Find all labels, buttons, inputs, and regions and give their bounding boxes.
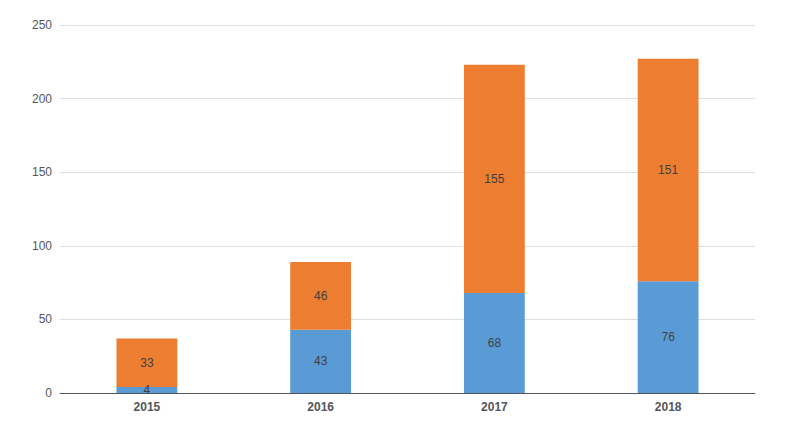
svg-text:100: 100 <box>32 239 52 253</box>
svg-text:0: 0 <box>45 386 52 400</box>
svg-text:50: 50 <box>39 312 53 326</box>
svg-text:43: 43 <box>314 354 328 368</box>
svg-text:46: 46 <box>314 289 328 303</box>
svg-text:68: 68 <box>488 336 502 350</box>
svg-text:155: 155 <box>484 172 504 186</box>
svg-text:150: 150 <box>32 165 52 179</box>
svg-text:4: 4 <box>144 383 151 397</box>
svg-text:33: 33 <box>140 356 154 370</box>
svg-text:200: 200 <box>32 92 52 106</box>
svg-text:151: 151 <box>658 163 678 177</box>
svg-text:250: 250 <box>32 18 52 32</box>
svg-text:2015: 2015 <box>134 400 161 414</box>
svg-text:2018: 2018 <box>655 400 682 414</box>
svg-text:2016: 2016 <box>307 400 334 414</box>
svg-text:76: 76 <box>661 330 675 344</box>
svg-text:2017: 2017 <box>481 400 508 414</box>
